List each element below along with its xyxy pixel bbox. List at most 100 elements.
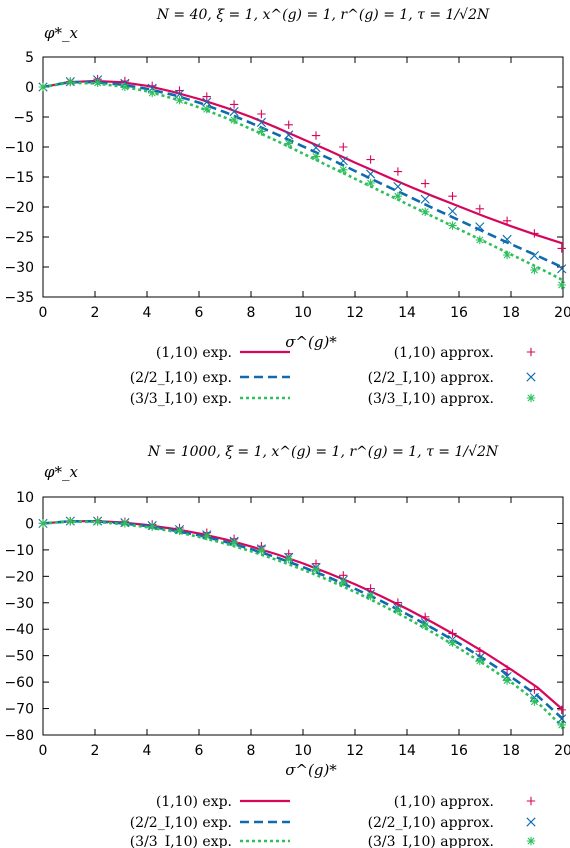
- legend-label: (1,10) approx.: [394, 794, 494, 810]
- data-point-plus: [530, 229, 539, 238]
- x-tick-label: 4: [143, 305, 152, 321]
- y-tick-label: 0: [25, 80, 34, 96]
- data-point-star: [339, 577, 348, 587]
- x-axis-label: σ^(g)*: [285, 761, 337, 779]
- data-point-star: [475, 656, 484, 666]
- data-point-star: [530, 697, 539, 706]
- chart-panel-2: N = 1000, ξ = 1, x^(g) = 1, r^(g) = 1, τ…: [4, 444, 570, 848]
- data-point-cross: [420, 194, 430, 204]
- series-line-solid: [42, 79, 564, 245]
- data-point-cross: [447, 206, 458, 216]
- data-point-cross: [256, 117, 266, 127]
- data-point-star: [339, 165, 348, 174]
- y-tick-label: −20: [4, 200, 34, 216]
- x-tick-label: 6: [195, 743, 204, 759]
- data-point-star: [311, 565, 321, 574]
- legend-label: (2/2_I,10) approx.: [368, 815, 494, 831]
- y-tick-label: −30: [4, 260, 34, 276]
- data-point-star: [393, 606, 403, 615]
- data-point-star: [475, 235, 484, 245]
- series-line-dashed: [42, 80, 564, 269]
- x-tick-label: 0: [39, 305, 48, 321]
- data-point-plus: [530, 685, 539, 694]
- y-axis-label: φ*_x: [44, 24, 79, 42]
- legend-swatch-marker: [526, 817, 536, 827]
- data-point-star: [66, 78, 75, 87]
- data-point-cross: [311, 143, 321, 153]
- y-tick-label: −40: [4, 622, 34, 638]
- y-tick-label: 10: [16, 490, 34, 506]
- data-point-cross: [229, 107, 239, 117]
- y-tick-label: 5: [25, 50, 34, 66]
- data-point-star: [93, 517, 102, 526]
- data-point-plus: [257, 109, 266, 119]
- data-point-star: [502, 676, 512, 685]
- y-tick-label: −10: [4, 543, 34, 559]
- data-point-star: [120, 82, 130, 92]
- data-point-star: [38, 519, 48, 528]
- data-point-star: [38, 82, 48, 92]
- data-point-star: [175, 526, 184, 536]
- legend-label: (2/2_I,10) approx.: [368, 370, 494, 386]
- legend-label: (1,10) exp.: [156, 794, 232, 810]
- y-tick-label: 0: [25, 516, 34, 532]
- x-tick-label: 10: [294, 743, 312, 759]
- data-point-star: [366, 591, 375, 601]
- data-point-plus: [557, 244, 566, 253]
- y-tick-label: −5: [13, 110, 34, 126]
- y-tick-label: −25: [4, 230, 34, 246]
- data-point-star: [93, 78, 102, 87]
- data-point-star: [120, 519, 130, 528]
- plot-frame: [42, 56, 564, 298]
- x-tick-label: 18: [502, 305, 520, 321]
- x-tick-label: 8: [247, 743, 256, 759]
- series-line-solid: [42, 519, 564, 711]
- chart-title: N = 1000, ξ = 1, x^(g) = 1, r^(g) = 1, τ…: [147, 444, 499, 460]
- legend-swatch-marker: [526, 836, 536, 846]
- legend-label: (1,10) approx.: [394, 345, 494, 361]
- x-tick-label: 10: [294, 305, 312, 321]
- legend-label: (1,10) exp.: [156, 345, 232, 361]
- data-point-cross: [366, 169, 376, 179]
- data-point-star: [229, 115, 239, 125]
- x-tick-label: 6: [195, 305, 204, 321]
- x-tick-label: 16: [450, 743, 468, 759]
- data-point-star: [530, 265, 539, 275]
- legend-label: (3/3_I,10) approx.: [368, 391, 494, 407]
- x-axis-label: σ^(g)*: [285, 333, 337, 351]
- x-tick-label: 4: [143, 743, 152, 759]
- legend-swatch-marker: [526, 393, 536, 403]
- data-point-plus: [557, 705, 566, 715]
- y-tick-label: −60: [4, 675, 34, 691]
- x-tick-label: 2: [91, 305, 100, 321]
- data-point-plus: [393, 167, 403, 176]
- data-point-star: [284, 554, 293, 564]
- data-point-cross: [202, 97, 212, 107]
- data-point-cross: [529, 692, 539, 703]
- y-tick-label: −70: [4, 702, 34, 718]
- data-point-plus: [339, 142, 348, 152]
- data-point-plus: [475, 646, 484, 656]
- data-point-star: [311, 152, 321, 161]
- data-point-star: [393, 192, 403, 201]
- legend-label: (2/2_I,10) exp.: [130, 815, 232, 831]
- data-point-star: [229, 538, 239, 547]
- data-point-star: [502, 250, 512, 260]
- legend-label: (2/2_I,10) exp.: [130, 370, 232, 386]
- data-point-star: [66, 517, 75, 526]
- data-point-star: [148, 88, 157, 98]
- y-tick-label: −50: [4, 649, 34, 665]
- data-point-plus: [175, 86, 184, 95]
- data-point-plus: [366, 155, 375, 164]
- legend-label: (3/3_I,10) approx.: [368, 834, 494, 848]
- data-point-cross: [393, 182, 403, 192]
- y-tick-label: −80: [4, 728, 34, 744]
- y-axis-label: φ*_x: [44, 463, 79, 481]
- data-point-star: [421, 621, 430, 630]
- data-point-plus: [475, 204, 484, 213]
- x-tick-label: 18: [502, 743, 520, 759]
- data-point-cross: [557, 264, 567, 274]
- series-line-dashed: [42, 520, 564, 721]
- data-point-cross: [338, 156, 348, 166]
- data-point-star: [257, 546, 266, 555]
